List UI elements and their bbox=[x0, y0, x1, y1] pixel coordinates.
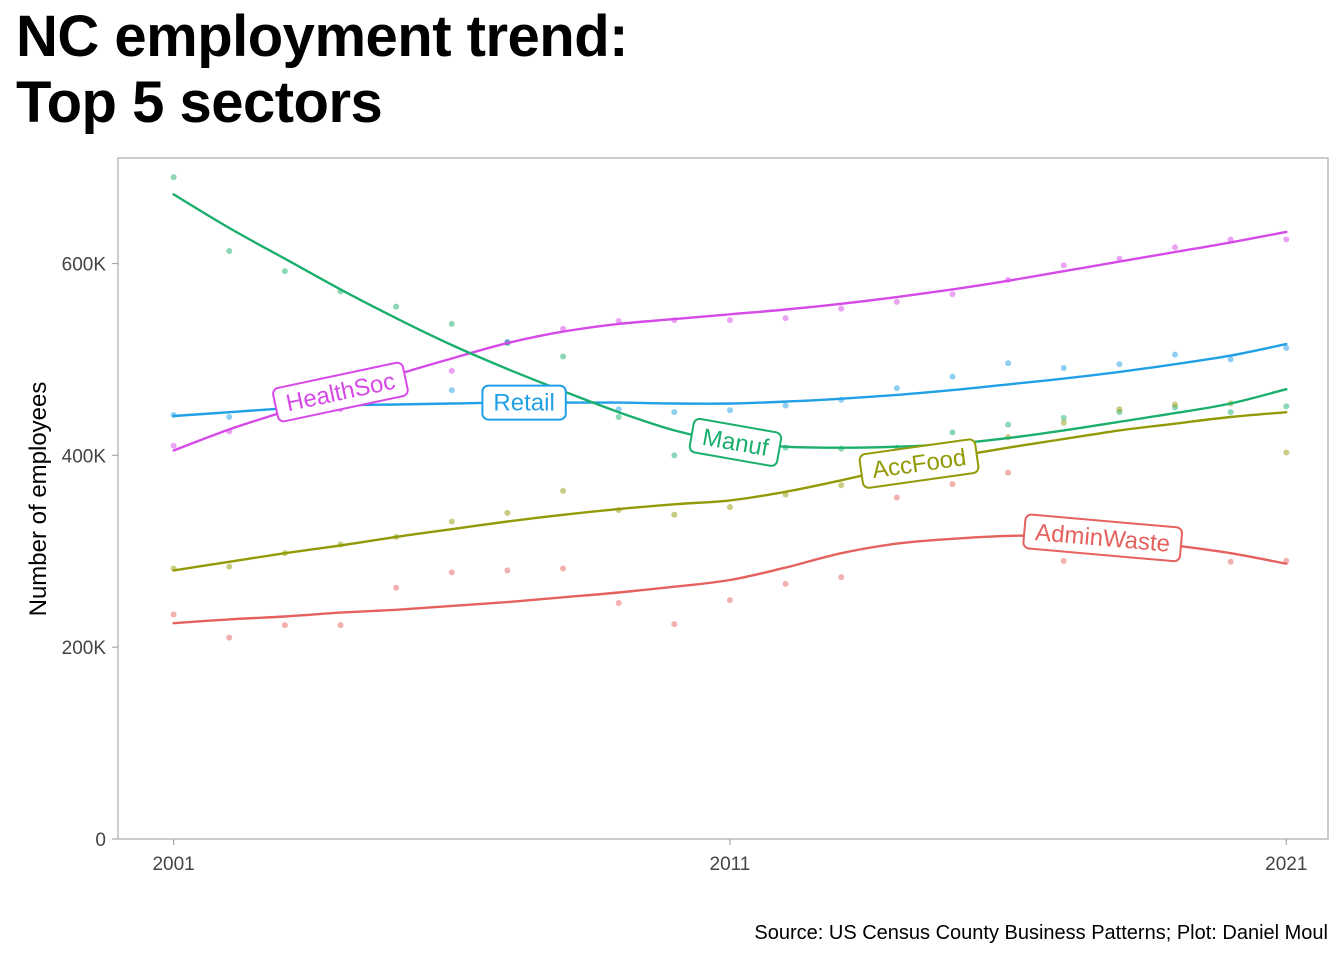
source-caption: Source: US Census County Business Patter… bbox=[754, 922, 1328, 944]
data-point-adminwaste bbox=[726, 597, 733, 604]
series-label-box bbox=[858, 438, 980, 489]
data-point-manuf bbox=[671, 452, 678, 459]
data-point-manuf bbox=[226, 248, 233, 255]
data-point-accfood bbox=[1283, 449, 1290, 456]
data-point-accfood bbox=[560, 487, 567, 494]
data-point-adminwaste bbox=[1227, 558, 1234, 565]
data-point-manuf bbox=[1005, 421, 1012, 428]
data-point-manuf bbox=[448, 320, 455, 327]
chart-title-line-1: NC employment trend: bbox=[16, 4, 628, 69]
series-label-adminwaste: AdminWaste bbox=[1022, 513, 1183, 563]
x-tick-label: 2001 bbox=[152, 854, 194, 875]
data-point-manuf bbox=[1060, 414, 1067, 421]
data-point-adminwaste bbox=[949, 481, 956, 488]
data-point-adminwaste bbox=[281, 622, 288, 629]
series-label-healthsoc: HealthSoc bbox=[272, 361, 409, 423]
data-point-accfood bbox=[838, 482, 845, 489]
data-point-healthsoc bbox=[726, 317, 733, 324]
data-point-adminwaste bbox=[393, 584, 400, 591]
data-point-retail bbox=[1172, 351, 1179, 358]
series-label-box bbox=[272, 361, 409, 423]
data-point-accfood bbox=[448, 518, 455, 525]
data-point-healthsoc bbox=[448, 367, 455, 374]
data-point-retail bbox=[1227, 356, 1234, 363]
data-point-adminwaste bbox=[1060, 557, 1067, 564]
data-point-healthsoc bbox=[893, 298, 900, 305]
data-point-accfood bbox=[1116, 406, 1123, 413]
chart-title: NC employment trend: Top 5 sectors bbox=[16, 4, 628, 136]
data-point-adminwaste bbox=[838, 574, 845, 581]
data-point-retail bbox=[448, 387, 455, 394]
y-tick-label: 600K bbox=[62, 255, 107, 276]
data-point-healthsoc bbox=[1283, 236, 1290, 243]
axes: 0 200K 400K 600K 2001 2011 2021 bbox=[62, 255, 1308, 875]
x-tick-label: 2021 bbox=[1265, 854, 1307, 875]
data-point-retail bbox=[893, 385, 900, 392]
data-point-healthsoc bbox=[782, 315, 789, 322]
data-point-healthsoc bbox=[1060, 262, 1067, 269]
data-point-accfood bbox=[726, 504, 733, 511]
data-point-retail bbox=[1060, 365, 1067, 372]
data-point-healthsoc bbox=[838, 305, 845, 312]
data-point-retail bbox=[949, 373, 956, 380]
data-point-adminwaste bbox=[671, 621, 678, 628]
series-label-retail: Retail bbox=[481, 384, 567, 421]
plot-panel-border bbox=[117, 157, 1329, 840]
y-axis-label: Number of employees bbox=[25, 382, 52, 617]
data-point-accfood bbox=[671, 511, 678, 518]
data-point-retail bbox=[1116, 361, 1123, 368]
data-point-adminwaste bbox=[448, 569, 455, 576]
data-point-manuf bbox=[615, 413, 622, 420]
data-point-adminwaste bbox=[615, 600, 622, 607]
trend-line-healthsoc bbox=[172, 230, 1288, 452]
y-tick-label: 200K bbox=[62, 638, 107, 659]
series-label-manuf: Manuf bbox=[688, 417, 783, 467]
x-tick-label: 2011 bbox=[710, 854, 751, 875]
data-point-accfood bbox=[1060, 419, 1067, 426]
data-point-adminwaste bbox=[893, 494, 900, 501]
data-point-retail bbox=[726, 407, 733, 414]
data-point-healthsoc bbox=[1172, 244, 1179, 251]
data-point-manuf bbox=[560, 353, 567, 360]
data-point-retail bbox=[1005, 360, 1012, 367]
data-point-manuf bbox=[281, 268, 288, 275]
data-point-manuf bbox=[1227, 409, 1234, 416]
data-point-adminwaste bbox=[504, 567, 511, 574]
data-point-manuf bbox=[393, 303, 400, 310]
data-point-healthsoc bbox=[949, 291, 956, 298]
series-label-text: Retail bbox=[493, 390, 554, 417]
data-point-manuf bbox=[1283, 403, 1290, 410]
y-tick-label: 400K bbox=[62, 446, 107, 467]
data-point-retail bbox=[671, 409, 678, 416]
data-point-accfood bbox=[226, 563, 233, 570]
data-point-manuf bbox=[170, 174, 177, 181]
series-label-box bbox=[1022, 513, 1183, 563]
series-label-box bbox=[481, 384, 567, 421]
y-tick-label: 0 bbox=[95, 830, 106, 851]
data-point-adminwaste bbox=[782, 580, 789, 587]
data-point-adminwaste bbox=[226, 634, 233, 641]
data-point-retail bbox=[782, 402, 789, 409]
chart-title-line-2: Top 5 sectors bbox=[16, 70, 383, 135]
data-point-adminwaste bbox=[170, 611, 177, 618]
data-point-retail bbox=[1283, 344, 1290, 351]
data-point-adminwaste bbox=[1005, 469, 1012, 476]
data-point-adminwaste bbox=[337, 622, 344, 629]
data-point-adminwaste bbox=[560, 565, 567, 572]
trend-line-accfood bbox=[172, 411, 1288, 572]
data-point-accfood bbox=[504, 509, 511, 516]
data-point-accfood bbox=[1172, 401, 1179, 408]
data-point-retail bbox=[226, 413, 233, 420]
data-point-manuf bbox=[949, 429, 956, 436]
series-label-box bbox=[688, 417, 783, 467]
data-point-healthsoc bbox=[170, 442, 177, 449]
